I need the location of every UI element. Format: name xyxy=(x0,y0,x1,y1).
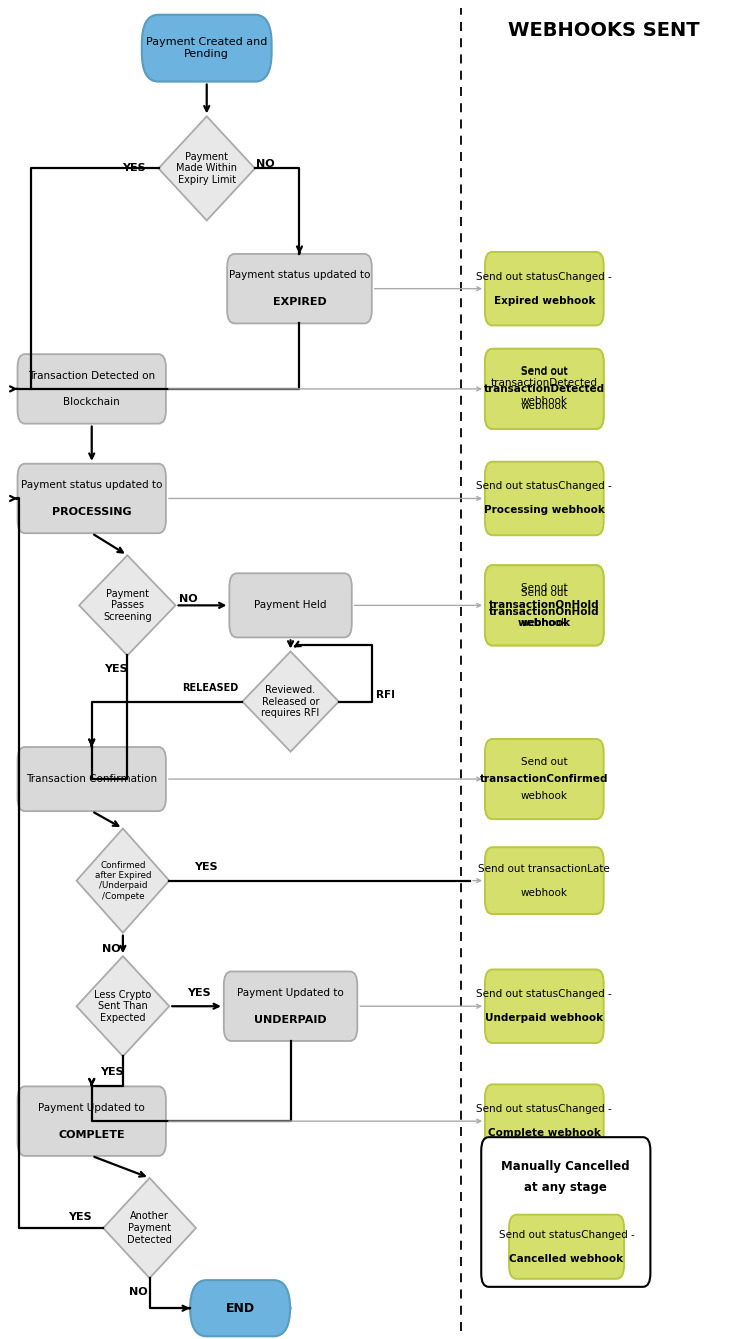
Text: YES: YES xyxy=(104,664,128,674)
FancyBboxPatch shape xyxy=(485,462,604,536)
Text: transactionOnHold: transactionOnHold xyxy=(489,600,600,611)
Text: Payment status updated to: Payment status updated to xyxy=(21,481,163,490)
Text: Another
Payment
Detected: Another Payment Detected xyxy=(127,1212,172,1245)
Text: EXPIRED: EXPIRED xyxy=(272,297,326,307)
Text: YES: YES xyxy=(69,1212,92,1223)
Text: Send out statusChanged -: Send out statusChanged - xyxy=(477,1105,612,1114)
Text: Blockchain: Blockchain xyxy=(63,398,120,407)
Text: PROCESSING: PROCESSING xyxy=(52,507,131,517)
FancyBboxPatch shape xyxy=(18,353,166,423)
Text: Expired webhook: Expired webhook xyxy=(494,296,595,305)
Text: Reviewed.
Released or
requires RFI: Reviewed. Released or requires RFI xyxy=(261,686,320,718)
FancyBboxPatch shape xyxy=(485,739,604,819)
Polygon shape xyxy=(77,956,169,1056)
FancyBboxPatch shape xyxy=(190,1280,290,1336)
FancyBboxPatch shape xyxy=(18,747,166,811)
Text: NO: NO xyxy=(102,944,121,953)
Text: Payment
Passes
Screening: Payment Passes Screening xyxy=(103,589,151,621)
Text: YES: YES xyxy=(100,1067,124,1078)
Text: COMPLETE: COMPLETE xyxy=(58,1130,125,1139)
Text: Confirmed
after Expired
/Underpaid
/Compete: Confirmed after Expired /Underpaid /Comp… xyxy=(95,861,151,901)
Text: RFI: RFI xyxy=(376,690,395,700)
Text: Payment status updated to: Payment status updated to xyxy=(229,270,370,280)
FancyBboxPatch shape xyxy=(485,565,604,645)
FancyBboxPatch shape xyxy=(485,348,604,428)
FancyBboxPatch shape xyxy=(142,15,272,82)
Text: Less Crypto
Sent Than
Expected: Less Crypto Sent Than Expected xyxy=(94,990,151,1023)
Polygon shape xyxy=(242,652,339,751)
Text: NO: NO xyxy=(257,159,275,170)
FancyBboxPatch shape xyxy=(224,972,357,1040)
Text: Payment
Made Within
Expiry Limit: Payment Made Within Expiry Limit xyxy=(176,151,237,185)
Text: NO: NO xyxy=(179,593,198,604)
Text: WEBHOOKS SENT: WEBHOOKS SENT xyxy=(508,21,700,40)
Text: webhook: webhook xyxy=(521,791,568,802)
Polygon shape xyxy=(79,556,175,656)
Text: webhook: webhook xyxy=(521,402,568,411)
FancyBboxPatch shape xyxy=(485,1085,604,1158)
Text: END: END xyxy=(225,1302,254,1315)
FancyBboxPatch shape xyxy=(227,254,372,324)
FancyBboxPatch shape xyxy=(485,348,604,428)
Text: YES: YES xyxy=(195,862,218,872)
FancyBboxPatch shape xyxy=(481,1137,651,1287)
Text: YES: YES xyxy=(187,988,211,998)
Text: Complete webhook: Complete webhook xyxy=(488,1129,601,1138)
FancyBboxPatch shape xyxy=(509,1214,624,1279)
Polygon shape xyxy=(77,829,169,933)
Text: Transaction Detected on: Transaction Detected on xyxy=(28,371,155,380)
Text: transactionOnHold
webhook: transactionOnHold webhook xyxy=(489,607,600,628)
Text: Send out: Send out xyxy=(521,588,568,599)
FancyBboxPatch shape xyxy=(485,565,604,645)
Text: RELEASED: RELEASED xyxy=(182,683,239,694)
Text: transactionDetected: transactionDetected xyxy=(483,384,605,394)
FancyBboxPatch shape xyxy=(485,848,604,915)
Text: Send out
transactionDetected: Send out transactionDetected xyxy=(491,366,598,388)
FancyBboxPatch shape xyxy=(485,969,604,1043)
Text: Send out statusChanged -: Send out statusChanged - xyxy=(477,990,612,999)
Text: NO: NO xyxy=(129,1287,148,1296)
Text: Payment Created and
Pending: Payment Created and Pending xyxy=(146,37,267,59)
Text: transactionConfirmed: transactionConfirmed xyxy=(480,774,609,785)
FancyBboxPatch shape xyxy=(229,573,352,637)
Text: Send out transactionLate: Send out transactionLate xyxy=(478,864,610,873)
Text: Processing webhook: Processing webhook xyxy=(484,506,605,516)
Text: at any stage: at any stage xyxy=(524,1181,607,1194)
Text: Send out statusChanged -: Send out statusChanged - xyxy=(477,482,612,491)
Text: Payment Updated to: Payment Updated to xyxy=(237,988,344,998)
Text: Transaction Confirmation: Transaction Confirmation xyxy=(26,774,157,785)
Text: Send out: Send out xyxy=(521,757,568,767)
FancyBboxPatch shape xyxy=(18,1086,166,1156)
Text: Underpaid webhook: Underpaid webhook xyxy=(485,1014,604,1023)
Text: Payment Held: Payment Held xyxy=(254,600,327,611)
Text: Cancelled webhook: Cancelled webhook xyxy=(510,1253,624,1264)
Text: Send out statusChanged -: Send out statusChanged - xyxy=(498,1229,634,1240)
Text: Send out: Send out xyxy=(521,367,568,376)
Text: webhook: webhook xyxy=(521,888,568,897)
Text: Payment Updated to: Payment Updated to xyxy=(38,1103,145,1113)
Text: webhook: webhook xyxy=(521,617,568,628)
Text: UNDERPAID: UNDERPAID xyxy=(254,1015,327,1024)
Polygon shape xyxy=(158,116,255,221)
Text: Manually Cancelled: Manually Cancelled xyxy=(501,1160,630,1173)
FancyBboxPatch shape xyxy=(18,463,166,533)
FancyBboxPatch shape xyxy=(485,252,604,325)
Text: YES: YES xyxy=(122,163,146,174)
Text: webhook: webhook xyxy=(521,396,568,406)
Text: Send out: Send out xyxy=(521,582,568,593)
Polygon shape xyxy=(103,1178,196,1279)
Text: Send out statusChanged -: Send out statusChanged - xyxy=(477,272,612,281)
